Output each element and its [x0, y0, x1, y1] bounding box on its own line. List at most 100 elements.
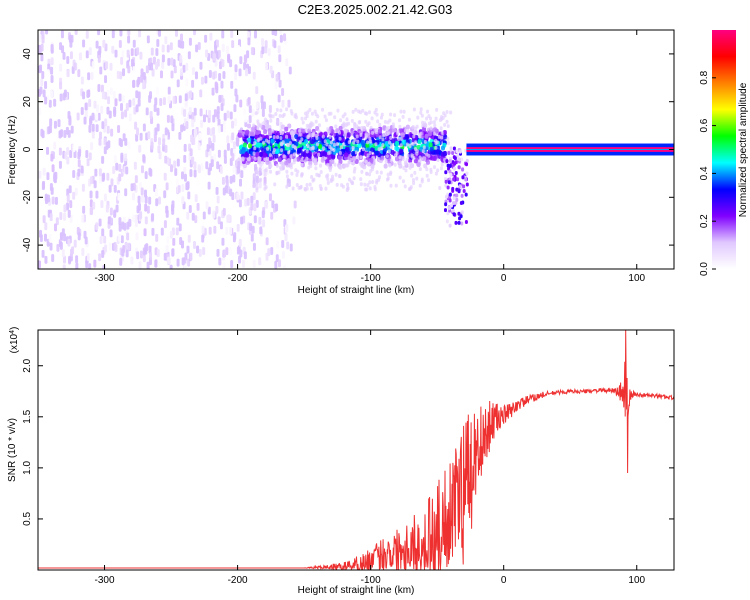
spectrogram-cell [109, 87, 113, 96]
spectrogram-cell [455, 197, 459, 202]
spectrogram-cell [265, 237, 269, 246]
spectrogram-cell [163, 190, 167, 199]
spectrogram-cell [285, 184, 289, 189]
spectrogram-cell [380, 112, 384, 117]
spectrogram-cell [287, 99, 291, 108]
snr-y-tick-label: 2.0 [22, 358, 33, 372]
spectrogram-cell [170, 57, 174, 66]
spectrogram-cell [237, 132, 242, 138]
snr-x-axis-label: Height of straight line (km) [298, 585, 415, 596]
spectrogram-cell [403, 160, 407, 165]
spectrogram-cell [457, 165, 461, 170]
spectrogram-cell [44, 222, 48, 231]
spectrogram-cell [383, 119, 387, 124]
spectrogram-cell [224, 185, 228, 194]
spectrogram-cell [139, 250, 143, 259]
spectrogram-cell [183, 154, 187, 163]
spectrogram-cell [170, 70, 174, 79]
spectrogram-cell [425, 116, 429, 121]
spectrogram-cell [124, 241, 128, 250]
spectrogram-cell [215, 186, 219, 195]
spectrogram-cell [464, 177, 468, 182]
spectrogram-cell [407, 117, 411, 122]
spectrogram-x-tick-label: 0 [501, 273, 507, 284]
spectrogram-cell [247, 37, 251, 46]
spectrogram-cell [360, 169, 364, 174]
spectrogram-cell [258, 180, 262, 189]
spectrogram-cell [142, 123, 146, 132]
spectrogram-cell [109, 229, 113, 238]
spectrogram-cell [420, 177, 424, 182]
spectrogram-cell [66, 69, 70, 78]
spectrogram-cell [277, 94, 281, 103]
spectrogram-cell [281, 163, 285, 168]
spectrogram-cell [82, 91, 86, 100]
spectrogram-cell [239, 99, 243, 108]
spectrogram-cell [398, 160, 402, 165]
spectrogram-cell [240, 216, 244, 225]
spectrogram-cell [347, 121, 351, 126]
spectrogram-cell [180, 124, 184, 133]
spectrogram-cell [449, 172, 453, 177]
spectrogram-cell [338, 174, 342, 179]
spectrogram-cell [91, 123, 95, 132]
spectrogram-cell [189, 148, 193, 157]
spectrogram-cell [399, 109, 403, 114]
spectrogram-cell [460, 221, 464, 226]
spectrogram-cell [440, 135, 444, 140]
spectrogram-cell [194, 215, 198, 224]
spectrogram-cell [317, 152, 321, 157]
spectrogram-cell [286, 241, 290, 250]
spectrogram-cell [389, 170, 393, 175]
spectrogram-cell [342, 142, 346, 147]
spectrogram-cell [250, 233, 254, 242]
spectrogram-cell [239, 178, 243, 187]
spectrogram-cell [330, 159, 335, 165]
spectrogram-cell [377, 147, 381, 152]
spectrogram-cell [120, 102, 124, 111]
spectrogram-cell [166, 114, 170, 123]
spectrogram-cell [353, 137, 357, 142]
spectrogram-cell [429, 120, 433, 125]
spectrogram-cell [365, 187, 369, 192]
spectrogram-cell [77, 232, 81, 241]
spectrogram-cell [398, 124, 402, 129]
spectrogram-cell [251, 225, 255, 234]
spectrogram-cell [238, 255, 242, 264]
spectrogram-cell [385, 154, 389, 159]
spectrogram-cell [443, 208, 447, 213]
spectrogram-cell [182, 64, 186, 73]
spectrogram-cell [282, 154, 286, 159]
spectrogram-cell [226, 142, 230, 151]
spectrogram-cell [101, 121, 105, 130]
spectrogram-cell [339, 118, 343, 123]
spectrogram-cell [269, 169, 273, 174]
spectrogram-cell [101, 250, 105, 259]
spectrogram-cell [301, 120, 305, 125]
spectrogram-cell [65, 202, 69, 211]
spectrogram-cell [66, 156, 70, 165]
spectrogram-cell [227, 214, 231, 223]
spectrogram-cell [204, 75, 208, 84]
spectrogram-cell [103, 235, 107, 244]
spectrogram-cell [82, 39, 86, 48]
spectrogram-cell [418, 134, 422, 139]
spectrogram-cell [254, 134, 259, 140]
spectrogram-cell [335, 142, 339, 147]
spectrogram-cell [294, 115, 298, 120]
spectrogram-cell [225, 178, 229, 187]
spectrogram-cell [102, 39, 106, 48]
spectrogram-cell [351, 145, 355, 150]
spectrogram-x-tick-label: -300 [95, 273, 115, 284]
spectrogram-cell [67, 209, 71, 218]
spectrogram-cell [197, 165, 201, 174]
spectrogram-cell [269, 118, 273, 123]
spectrogram-cell [222, 71, 226, 80]
spectrogram-cell [130, 256, 134, 265]
spectrogram-cell [446, 124, 450, 129]
spectrogram-cell [440, 162, 444, 167]
spectrogram-cell [128, 99, 132, 108]
spectrogram-cell [40, 43, 44, 52]
spectrogram-cell [39, 86, 43, 95]
spectrogram-cell [240, 156, 245, 162]
